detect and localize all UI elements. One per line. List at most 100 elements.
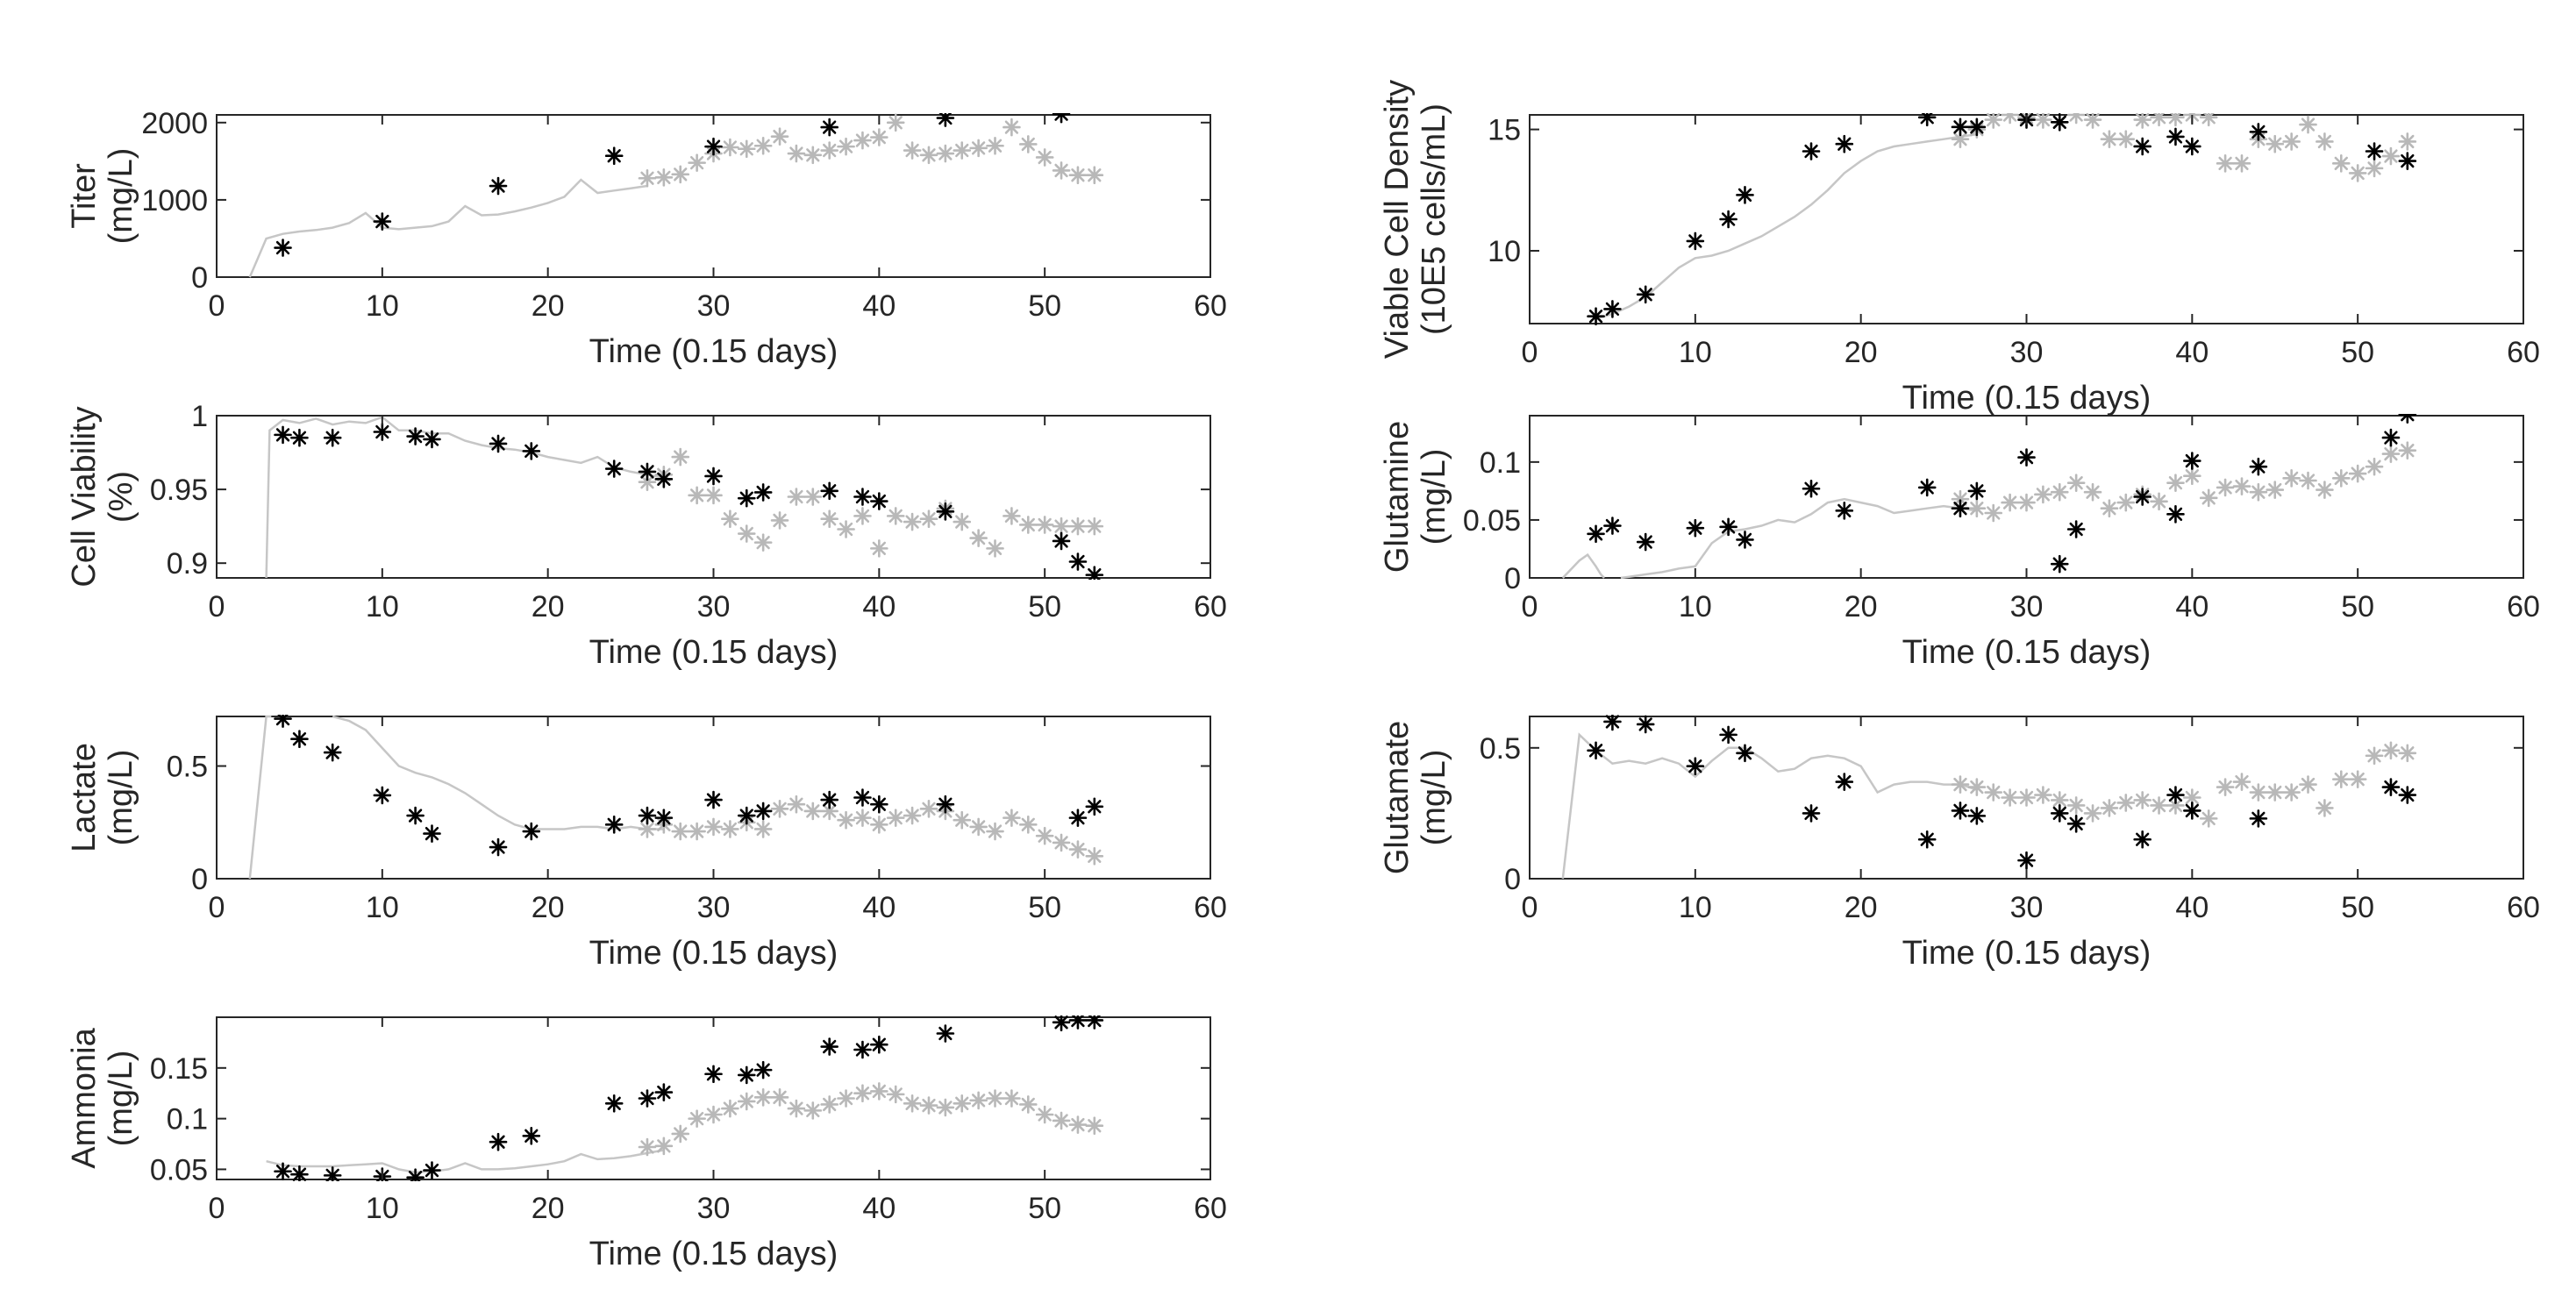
axes-box: [1529, 114, 2524, 324]
measured-point: [489, 1132, 508, 1151]
x-axis-label: Time (0.15 days): [1902, 935, 2151, 972]
predicted-point: [903, 512, 922, 531]
predicted-point: [2232, 773, 2251, 791]
predicted-point: [2316, 799, 2334, 817]
measured-point: [638, 1089, 657, 1108]
predicted-point: [753, 533, 773, 552]
measured-point: [1052, 1015, 1071, 1032]
measured-point: [1835, 502, 1854, 520]
x-tick-label: 40: [862, 289, 896, 323]
measured-point: [1636, 715, 1655, 734]
y-tick-label: 0.15: [150, 1052, 208, 1086]
x-tick-label: 50: [1028, 891, 1061, 924]
predicted-point: [936, 1098, 955, 1117]
x-tick-label: 0: [209, 289, 225, 323]
measured-point: [2166, 127, 2185, 146]
measured-point: [654, 1083, 674, 1101]
predicted-point: [1003, 118, 1021, 137]
panel-viability: 0 10 20 30 40 50 60 0.9 0.95 1 Time (0.15 days) Cel…: [66, 400, 1227, 671]
predicted-point: [2100, 799, 2119, 817]
x-tick-label: 40: [862, 891, 896, 924]
measured-point: [373, 423, 392, 441]
measured-point: [323, 743, 342, 762]
measured-point: [936, 113, 955, 127]
predicted-point: [969, 529, 988, 547]
x-tick-label: 30: [697, 289, 731, 323]
predicted-point: [1035, 516, 1054, 534]
predicted-point: [2083, 482, 2102, 502]
model-line: [265, 416, 665, 579]
predicted-point: [1052, 833, 1071, 852]
predicted-point: [2282, 783, 2301, 802]
measured-point: [1052, 113, 1071, 124]
x-tick-label: 10: [1679, 336, 1712, 369]
measured-point: [2166, 786, 2185, 804]
x-tick-label: 60: [2507, 891, 2540, 924]
y-tick-label: 0.1: [167, 1103, 208, 1137]
measured-point: [638, 806, 657, 825]
x-tick-label: 10: [366, 1192, 399, 1225]
panel-glutamine: 0 10 20 30 40 50 60 0 0.05 0.1 Time (0.15 days) Glu…: [1379, 414, 2540, 671]
measured-point: [1802, 142, 1821, 160]
measured-point: [2381, 428, 2401, 447]
measured-point: [654, 809, 674, 827]
plot-area: [266, 1015, 1104, 1181]
x-tick-label: 30: [697, 891, 731, 924]
predicted-point: [2066, 113, 2086, 125]
measured-point: [2166, 505, 2185, 524]
y-tick-label: 15: [1488, 114, 1521, 147]
x-tick-label: 60: [1194, 289, 1227, 323]
predicted-point: [2133, 791, 2151, 809]
y-axis-label-line: (mg/L): [1416, 449, 1452, 545]
predicted-point: [903, 1094, 922, 1113]
x-tick-label: 10: [366, 891, 399, 924]
predicted-point: [853, 809, 872, 827]
x-tick-label: 60: [2507, 590, 2540, 623]
measured-point: [290, 730, 309, 748]
predicted-point: [903, 806, 922, 825]
measured-point: [1587, 307, 1605, 325]
x-tick-label: 40: [862, 1192, 896, 1225]
x-tick-label: 0: [209, 1192, 225, 1225]
measured-point: [753, 1060, 773, 1080]
predicted-point: [671, 1124, 690, 1144]
y-tick-label: 1000: [141, 184, 208, 217]
measured-point: [820, 1037, 838, 1056]
x-tick-label: 40: [862, 590, 896, 623]
y-axis-label-line: (mg/L): [103, 1051, 139, 1147]
x-tick-label: 0: [209, 891, 225, 924]
predicted-point: [1085, 517, 1104, 536]
predicted-point: [787, 795, 806, 814]
predicted-point: [886, 113, 905, 132]
predicted-point: [886, 809, 905, 827]
measured-point: [2365, 142, 2384, 160]
x-tick-label: 10: [366, 289, 399, 323]
measured-point: [1686, 518, 1705, 538]
y-tick-label: 0.05: [1463, 504, 1521, 538]
predicted-point: [2331, 154, 2351, 173]
predicted-point: [986, 822, 1004, 841]
measured-point: [1085, 1015, 1104, 1030]
x-tick-label: 10: [366, 590, 399, 623]
predicted-point: [2299, 775, 2317, 794]
measured-point: [1068, 552, 1088, 571]
plot-area: [1561, 715, 2417, 880]
measured-point: [820, 790, 838, 809]
predicted-point: [1068, 840, 1088, 859]
y-tick-label: 0: [1504, 863, 1521, 896]
predicted-point: [2017, 788, 2036, 807]
predicted-point: [2083, 113, 2102, 129]
measured-point: [1736, 186, 1754, 204]
y-tick-label: 0: [191, 863, 208, 896]
x-tick-label: 60: [2507, 336, 2540, 369]
predicted-point: [919, 509, 938, 529]
predicted-point: [1052, 161, 1071, 180]
x-tick-label: 30: [697, 590, 731, 623]
predicted-point: [820, 509, 838, 529]
predicted-point: [1951, 775, 1970, 794]
measured-point: [1967, 481, 1987, 501]
measured-point: [936, 1024, 955, 1043]
measured-point: [2133, 488, 2151, 506]
predicted-point: [2216, 778, 2235, 796]
predicted-point: [1068, 1115, 1088, 1134]
